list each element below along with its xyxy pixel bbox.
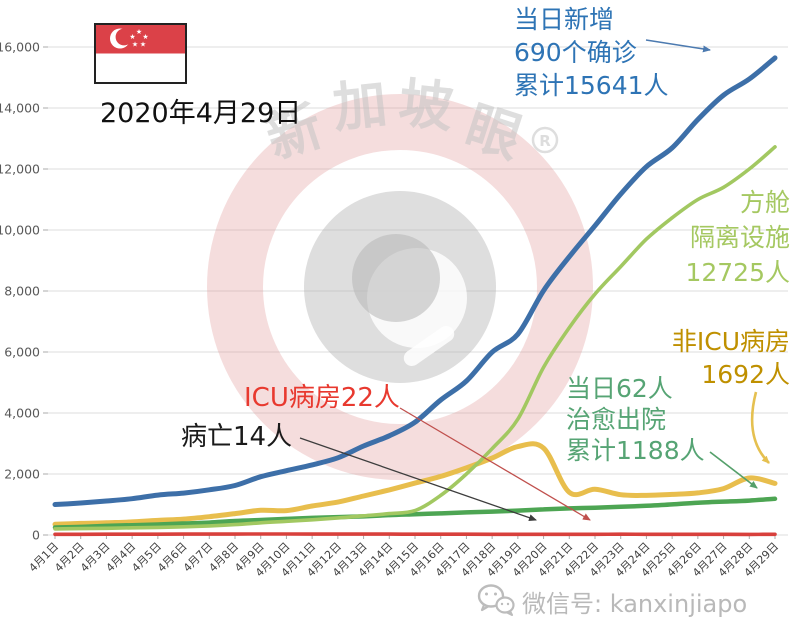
annotation-facilities-line1: 方舱 (739, 188, 790, 217)
series-confirmed (52, 55, 778, 507)
svg-text:★: ★ (129, 33, 135, 41)
svg-text:R: R (539, 132, 551, 150)
svg-text:16,000: 16,000 (0, 40, 40, 55)
annotation-facilities-line2: 隔离设施 (689, 223, 790, 252)
flag-stars: ★ ★ ★ ★ ★ (129, 28, 148, 49)
annotation-confirmed-line2: 690个确诊 (514, 38, 637, 67)
annotation-confirmed-line1: 当日新增 (514, 5, 615, 34)
wechat-icon (477, 584, 515, 616)
svg-text:坡: 坡 (396, 71, 456, 139)
annotation-discharged-line2: 治愈出院 (566, 405, 667, 434)
annotation-icu: ICU病房22人 (244, 383, 400, 413)
svg-text:6,000: 6,000 (4, 345, 40, 360)
annotation-discharged-line1: 当日62人 (566, 374, 673, 403)
svg-text:★: ★ (132, 41, 138, 49)
watermark-text: 新加坡眼 (259, 71, 529, 170)
annotation-facilities: 方舱 隔离设施 12725人 (685, 185, 790, 290)
watermark-logo: 新加坡眼 R (207, 71, 593, 480)
svg-text:★: ★ (136, 28, 142, 36)
svg-text:★: ★ (142, 33, 148, 41)
svg-text:8,000: 8,000 (4, 284, 40, 299)
annotation-non-icu-line1: 非ICU病房 (671, 327, 790, 356)
footer-wechat: 微信号: kanxinjiapo (476, 582, 747, 620)
svg-text:10,000: 10,000 (0, 223, 40, 238)
annotation-discharged: 当日62人 治愈出院 累计1188人 (566, 373, 705, 466)
annotation-non-icu-line2: 1692人 (701, 360, 790, 389)
svg-text:2,000: 2,000 (4, 467, 40, 482)
x-axis-labels: 4月1日4月2日4月3日4月4日4月5日4月6日4月7日4月8日4月9日4月10… (26, 540, 781, 580)
annotation-non-icu: 非ICU病房 1692人 (672, 325, 790, 391)
series-facilities (53, 145, 777, 531)
annotation-confirmed: 当日新增 690个确诊 累计15641人 (514, 3, 669, 102)
series-discharged (52, 496, 778, 530)
svg-text:加: 加 (330, 71, 390, 139)
svg-text:12,000: 12,000 (0, 162, 40, 177)
annotation-facilities-line3: 12725人 (685, 258, 790, 287)
singapore-flag: ★ ★ ★ ★ ★ (94, 23, 187, 84)
series-non_icu (52, 441, 778, 527)
wechat-id-text: 微信号: kanxinjiapo (522, 589, 748, 618)
date-label: 2020年4月29日 (100, 98, 302, 129)
svg-text:14,000: 14,000 (0, 101, 40, 116)
annotation-deaths: 病亡14人 (181, 422, 293, 452)
annotation-confirmed-line3: 累计15641人 (514, 71, 669, 100)
y-axis-labels: 0 2,000 4,000 6,000 8,000 10,000 12,000 14,000 1… (0, 40, 40, 543)
svg-text:0: 0 (32, 528, 40, 543)
svg-text:4,000: 4,000 (4, 406, 40, 421)
annotation-arrows (299, 39, 770, 522)
svg-text:★: ★ (140, 41, 146, 49)
annotation-discharged-line3: 累计1188人 (566, 436, 705, 465)
